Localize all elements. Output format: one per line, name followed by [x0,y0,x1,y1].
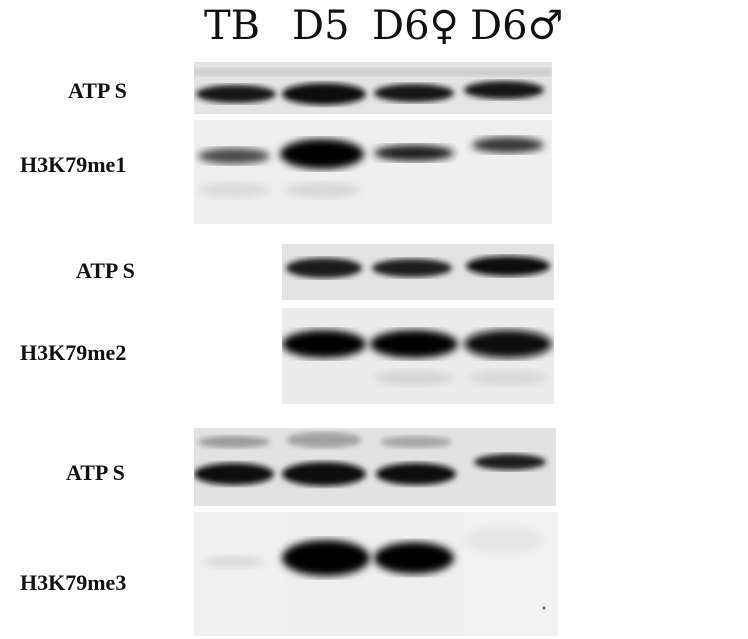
blot-atp-s-3-image [194,428,556,506]
blot-atp-s-3 [194,428,556,506]
blot-atp-s-1-image [194,62,552,114]
blot-h3k79me3 [194,512,558,636]
lane-header-d6-male: D6♂ [470,3,564,49]
lane-header-tb: TB [204,3,261,49]
blot-h3k79me2-image [282,308,554,404]
row-label-atp-s-3: ATP S [66,460,125,485]
row-label-atp-s-1: ATP S [68,78,127,103]
blot-h3k79me1-image [194,120,552,224]
blot-h3k79me2 [282,308,554,404]
lane-header-d5: D5 [292,3,350,49]
row-label-h3k79me3: H3K79me3 [20,570,127,595]
row-label-h3k79me1: H3K79me1 [20,152,127,177]
row-label-atp-s-2: ATP S [76,258,135,283]
blot-atp-s-2 [282,244,554,300]
row-label-h3k79me2: H3K79me2 [20,340,127,365]
lane-header-d6-female: D6♀ [372,3,459,49]
blot-h3k79me3-image [194,512,558,636]
blot-atp-s-2-image [282,244,554,300]
blot-h3k79me1 [194,120,552,224]
blot-atp-s-1 [194,62,552,114]
